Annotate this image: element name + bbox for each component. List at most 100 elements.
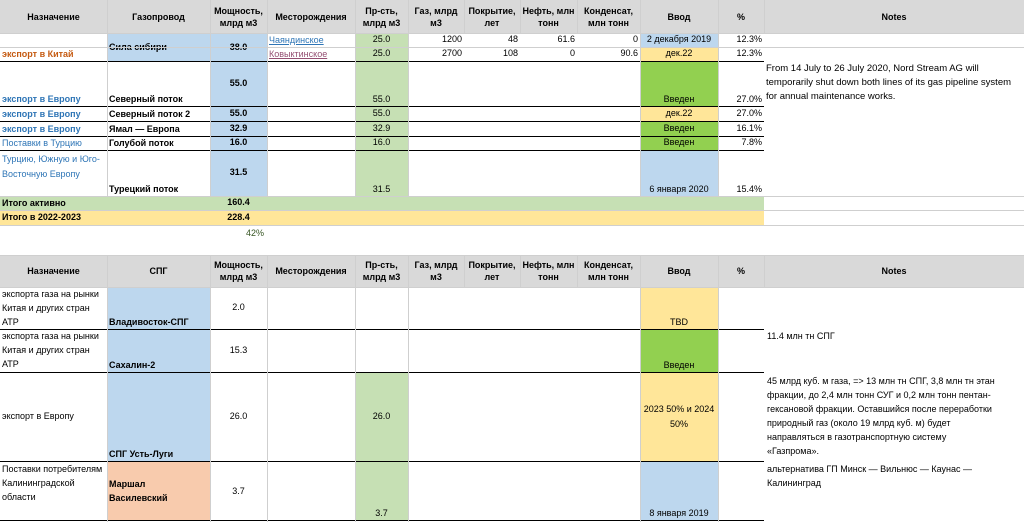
grid-line [0, 61, 764, 62]
row-yamal-pipeline: Ямал — Европа [109, 123, 180, 134]
grid-line [210, 255, 211, 522]
lng-header-notes: Notes [764, 255, 1024, 287]
header-notes: Notes [764, 0, 1024, 33]
row-sakh-destination: экспорта газа на рынки Китая и других ст… [2, 331, 99, 369]
grid-line [718, 255, 719, 522]
lng-header-gas: Газ, млрд м3 [408, 255, 464, 287]
grid-line [0, 329, 764, 330]
lng-header-percent: % [718, 255, 764, 287]
row-ns-note: From 14 July to 26 July 2020, Nord Strea… [766, 63, 1012, 102]
row-sila-destination: экспорт в Китай [2, 48, 74, 59]
row-ns-capacity: 55.0 [210, 61, 267, 106]
grid-line [0, 520, 764, 521]
grid-line [640, 255, 641, 522]
row-ns-production: 55.0 [355, 61, 408, 106]
grid-line [408, 255, 409, 522]
grid-line [464, 255, 465, 287]
row-yamal-capacity: 32.9 [210, 122, 267, 136]
total-2223-label: Итого в 2022-2023 [2, 212, 81, 222]
grid-line [107, 0, 108, 196]
grid-line [577, 0, 578, 33]
row-turk-pipeline: Турецкий поток [109, 184, 179, 194]
row-ust-production: 26.0 [355, 372, 408, 461]
lng-header-lng: СПГ [107, 255, 210, 287]
lng-header-production: Пр-сть, млрд м3 [355, 255, 408, 287]
total-active-label: Итого активно [2, 197, 66, 208]
row-sakh-note: 11.4 млн тн СПГ [767, 331, 835, 341]
grid-line [0, 121, 764, 122]
grid-line [0, 150, 764, 151]
grid-line [355, 255, 356, 522]
row-blue-start: Введен [640, 136, 718, 150]
field-chayanda-link[interactable]: Чаяндинское [269, 34, 324, 45]
field-chayanda-gas: 1200 [441, 34, 462, 44]
lng-header-condensate: Конденсат, млн тонн [577, 255, 640, 287]
row-vlad-lng: Владивосток-СПГ [107, 287, 210, 329]
grid-line [0, 196, 1024, 197]
row-yamal-start: Введен [640, 122, 718, 136]
row-turk-destination: Турцию, Южную и Юго-Восточную Европу [2, 154, 100, 179]
row-turk-production: 31.5 [355, 150, 408, 196]
row-turk-start: 6 января 2020 [640, 150, 718, 196]
field-chayanda-condensate: 0 [632, 34, 638, 44]
grid-line [0, 210, 1024, 211]
row-ust-start: 2023 50% и 2024 50% [640, 372, 718, 461]
grid-line [640, 0, 641, 196]
row-blue-destination: Поставки в Турцию [2, 137, 82, 148]
field-kovykta-coverage: 108 [502, 48, 518, 58]
grid-line [355, 0, 356, 196]
header-start: Ввод [640, 0, 718, 33]
field-kovykta-link[interactable]: Ковыктинское [269, 48, 328, 59]
field-kovykta-gas: 2700 [441, 48, 462, 58]
row-sila-percent: 12.3% [736, 34, 762, 44]
row-sila-percent-2: 12.3% [736, 48, 762, 58]
row-sakh-start: Введен [640, 329, 718, 372]
row-vlad-destination: экспорта газа на рынки Китая и других ст… [2, 289, 99, 327]
lng-header-coverage: Покрытие, лет [464, 255, 520, 287]
grid-line [0, 33, 1024, 34]
total-2223-value: 228.4 [227, 212, 250, 222]
row-sakh-lng: Сахалин-2 [107, 329, 210, 372]
grid-line [520, 0, 521, 33]
field-kovykta-production: 25.0 [355, 47, 408, 61]
row-ns2-production: 55.0 [355, 107, 408, 121]
grid-line [0, 225, 1024, 226]
row-ns2-pipeline: Северный поток 2 [109, 108, 191, 119]
row-ns-destination: экспорт в Европу [2, 94, 81, 104]
grid-line [764, 0, 765, 33]
row-yamal-percent: 16.1% [736, 123, 762, 133]
grid-line [0, 136, 764, 137]
field-kovykta-condensate: 90.6 [620, 48, 638, 58]
header-capacity: Мощность, млрд м3 [210, 0, 267, 33]
lng-header-fields: Месторождения [267, 255, 355, 287]
grid-line [0, 106, 764, 107]
row-marsh-destination: Поставки потребителям Калининградской об… [2, 464, 103, 502]
total-2223-row: Итого в 2022-2023 [0, 210, 764, 225]
lng-header-capacity: Мощность, млрд м3 [210, 255, 267, 287]
share-percent: 42% [245, 228, 264, 238]
header-fields: Месторождения [267, 0, 355, 33]
row-ns2-capacity: 55.0 [210, 107, 267, 121]
grid-line [718, 0, 719, 196]
grid-line [464, 0, 465, 33]
row-ust-note: 45 млрд куб. м газа, => 13 млн тн СПГ, 3… [767, 376, 995, 456]
grid-line [0, 372, 764, 373]
field-chayanda-production: 25.0 [355, 33, 408, 47]
row-vlad-start: TBD [640, 287, 718, 329]
row-marsh-note: альтернатива ГП Минск — Вильнюс — Каунас… [767, 464, 972, 488]
row-ns2-destination: экспорт в Европу [2, 108, 81, 119]
grid-line [107, 255, 108, 522]
row-sakh-capacity: 15.3 [229, 345, 248, 355]
header-gas: Газ, млрд м3 [408, 0, 464, 33]
header-production: Пр-сть, млрд м3 [355, 0, 408, 33]
header-oil: Нефть, млн тонн [520, 0, 577, 33]
row-turk-percent: 15.4% [736, 184, 762, 194]
row-ns-start: Введен [640, 61, 718, 106]
row-yamal-destination: экспорт в Европу [2, 123, 81, 134]
grid-line [0, 255, 1024, 256]
field-kovykta-start: дек.22 [640, 47, 718, 61]
grid-line [577, 255, 578, 287]
row-ust-lng: СПГ Усть-Луги [107, 372, 210, 461]
row-ns2-start: дек.22 [640, 107, 718, 121]
field-chayanda-oil: 61.6 [557, 34, 575, 44]
